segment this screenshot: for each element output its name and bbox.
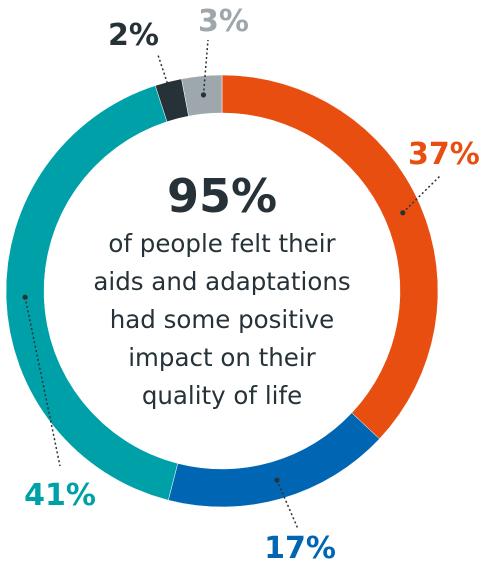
center-line-5: quality of life [142,381,302,410]
leader-dot-41 [22,294,28,300]
center-headline: 95% [167,169,277,223]
slice-17 [167,412,380,508]
slice-label-2: 2% [108,18,159,53]
slice-labels: 37% 17% 41% 2% 3% [24,4,480,566]
center-line-4: impact on their [128,343,316,372]
leader-dot-17 [274,477,280,483]
slice-37 [221,74,439,440]
slice-41 [5,85,179,501]
slice-label-41: 41% [24,478,96,513]
slice-label-37: 37% [408,137,480,172]
leader-lines [22,39,442,530]
leader-dot-37 [400,210,406,216]
center-line-3: had some positive [110,305,334,334]
leader-dot-3 [200,92,207,98]
center-line-1: of people felt their [108,229,336,258]
center-line-2: aids and adaptations [93,267,350,296]
slice-label-17: 17% [264,531,336,566]
donut-slices [5,74,439,508]
leader-line-41 [24,297,61,467]
leader-line-2 [157,54,174,101]
leader-line-3 [202,39,209,95]
leader-dot-2 [170,97,176,103]
slice-label-3: 3% [198,4,249,39]
